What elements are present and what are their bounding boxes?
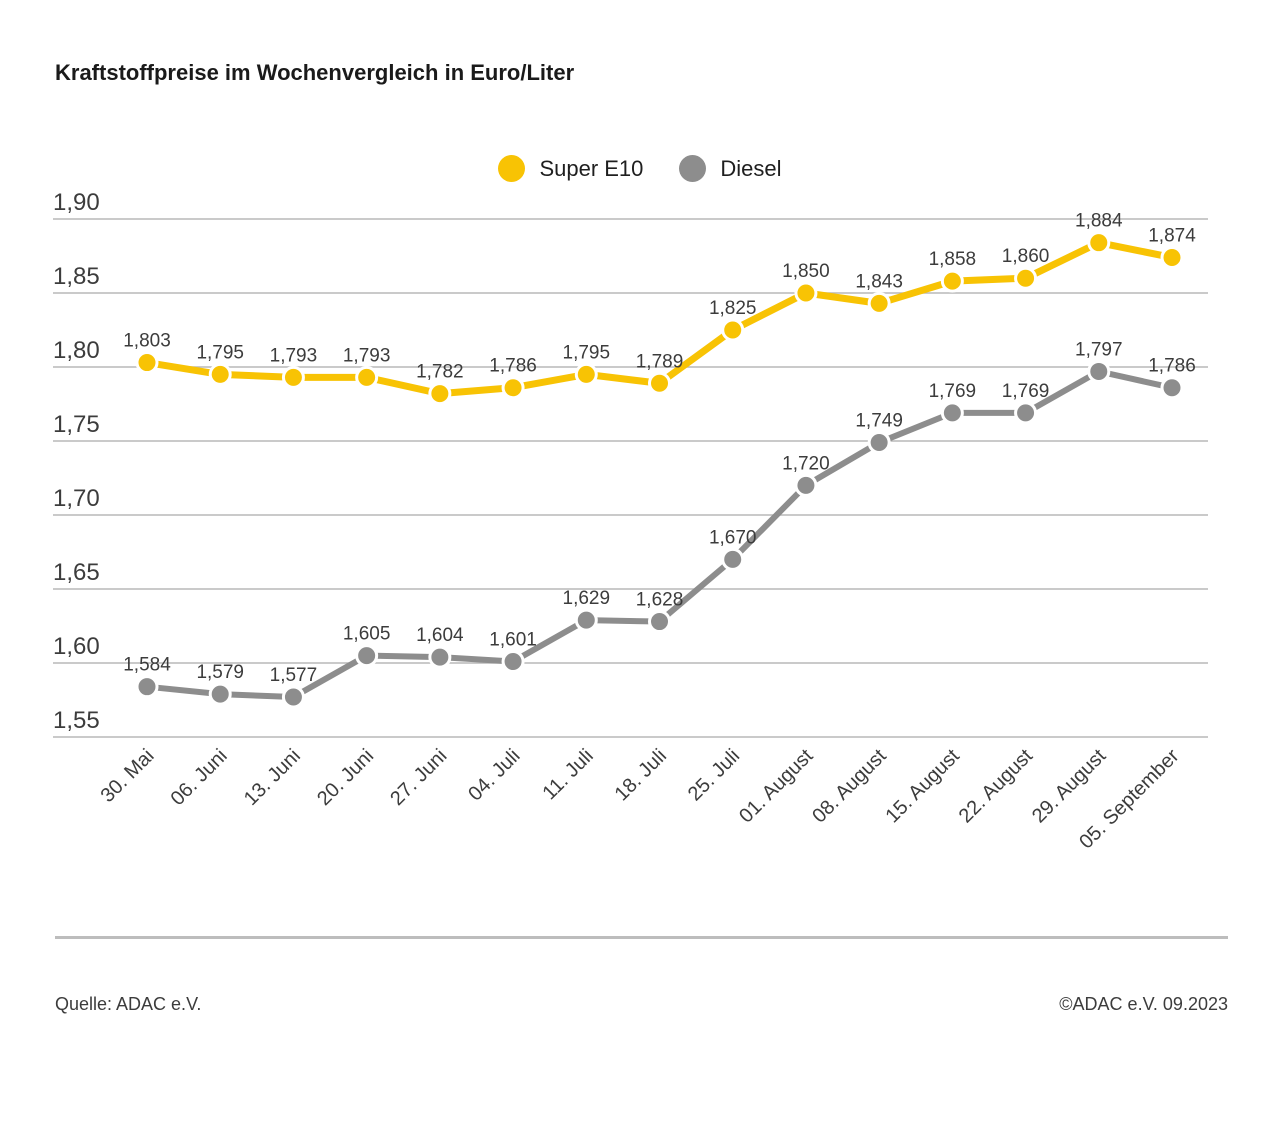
legend-dot-super-e10-icon <box>498 155 526 182</box>
data-point-label: 1,793 <box>343 345 391 366</box>
data-point-label: 1,795 <box>196 342 244 363</box>
data-point-label: 1,769 <box>1002 381 1050 402</box>
data-point-label: 1,825 <box>709 298 757 319</box>
data-point <box>355 365 379 389</box>
x-tick-label: 04. Juli <box>464 745 524 805</box>
data-point <box>355 644 379 668</box>
data-point-label: 1,786 <box>1148 356 1196 377</box>
footer: Quelle: ADAC e.V. ©ADAC e.V. 09.2023 <box>55 994 1228 1015</box>
data-point <box>281 365 305 389</box>
x-tick-label: 01. August <box>735 745 818 828</box>
data-point <box>648 610 671 634</box>
data-point-label: 1,793 <box>270 345 318 366</box>
x-tick-label: 18. Juli <box>611 745 671 805</box>
y-tick-label: 1,70 <box>53 485 100 512</box>
x-tick-label: 13. Juni <box>240 745 305 810</box>
data-point-label: 1,604 <box>416 625 464 646</box>
data-point-label: 1,789 <box>636 351 684 372</box>
y-tick-label: 1,75 <box>53 411 100 438</box>
data-point <box>574 362 598 386</box>
legend-item-super-e10: Super E10 <box>498 155 643 182</box>
data-point <box>501 376 525 400</box>
data-point-label: 1,670 <box>709 527 757 548</box>
data-point <box>135 351 159 375</box>
y-tick-label: 1,55 <box>53 707 100 734</box>
data-point-label: 1,843 <box>855 271 903 292</box>
data-point <box>1160 245 1184 269</box>
x-tick-label: 08. August <box>808 745 891 828</box>
y-tick-label: 1,80 <box>53 337 100 364</box>
data-point-label: 1,749 <box>855 410 903 431</box>
data-point <box>501 650 525 674</box>
x-tick-label: 11. Juli <box>539 745 598 804</box>
footer-divider <box>55 936 1228 939</box>
data-point-label: 1,782 <box>416 362 464 383</box>
data-point-label: 1,860 <box>1002 246 1050 267</box>
data-point-label: 1,769 <box>929 381 977 402</box>
data-point <box>281 685 305 709</box>
data-point-label: 1,579 <box>196 662 244 683</box>
data-point-label: 1,803 <box>123 331 171 352</box>
data-point-label: 1,577 <box>270 665 318 686</box>
data-point <box>794 281 818 305</box>
x-tick-label: 30. Mai <box>97 745 159 807</box>
data-point <box>574 608 598 632</box>
chart-legend: Super E10 Diesel <box>0 155 1280 182</box>
y-tick-label: 1,85 <box>53 263 100 290</box>
data-point <box>867 291 891 315</box>
y-tick-label: 1,60 <box>53 633 100 660</box>
data-point-label: 1,584 <box>123 655 171 676</box>
data-point-label: 1,884 <box>1075 211 1123 232</box>
legend-dot-diesel-icon <box>679 155 707 182</box>
data-point <box>135 675 159 699</box>
data-point <box>1014 401 1038 425</box>
x-tick-label: 25. Juli <box>684 745 744 805</box>
data-point-label: 1,605 <box>343 624 391 645</box>
copyright-note: ©ADAC e.V. 09.2023 <box>1059 994 1228 1014</box>
x-tick-label: 27. Juni <box>386 745 451 810</box>
source-note: Quelle: ADAC e.V. <box>55 994 202 1014</box>
data-point <box>1087 231 1111 255</box>
legend-item-diesel: Diesel <box>679 155 782 182</box>
data-point <box>208 682 232 706</box>
data-point <box>721 318 745 342</box>
data-point-label: 1,601 <box>489 630 537 651</box>
data-point-label: 1,850 <box>782 261 830 282</box>
data-point <box>1014 266 1038 290</box>
data-point <box>1160 376 1184 400</box>
data-point-label: 1,720 <box>782 453 830 474</box>
data-point <box>1087 359 1111 383</box>
data-point-label: 1,874 <box>1148 225 1196 246</box>
data-point-label: 1,786 <box>489 356 537 377</box>
data-point <box>721 547 745 571</box>
data-point <box>428 382 452 406</box>
data-point-label: 1,797 <box>1075 339 1123 360</box>
data-point <box>208 362 232 386</box>
data-point <box>648 371 671 395</box>
legend-label-diesel: Diesel <box>720 155 782 181</box>
data-point <box>794 473 818 497</box>
data-point <box>867 430 891 454</box>
legend-label-super-e10: Super E10 <box>539 155 644 181</box>
data-point <box>940 401 964 425</box>
data-point <box>940 269 964 293</box>
data-point <box>428 645 452 669</box>
x-tick-label: 20. Juni <box>313 745 378 810</box>
data-point-label: 1,629 <box>563 588 611 609</box>
data-point-label: 1,858 <box>929 249 977 270</box>
y-tick-label: 1,90 <box>53 189 100 216</box>
y-tick-label: 1,65 <box>53 559 100 586</box>
data-point-label: 1,628 <box>636 590 684 611</box>
x-tick-label: 06. Juni <box>167 745 232 810</box>
x-tick-label: 15. August <box>881 745 964 828</box>
x-tick-label: 22. August <box>955 745 1038 828</box>
data-point-label: 1,795 <box>563 342 611 363</box>
page-title: Kraftstoffpreise im Wochenvergleich in E… <box>55 60 575 85</box>
